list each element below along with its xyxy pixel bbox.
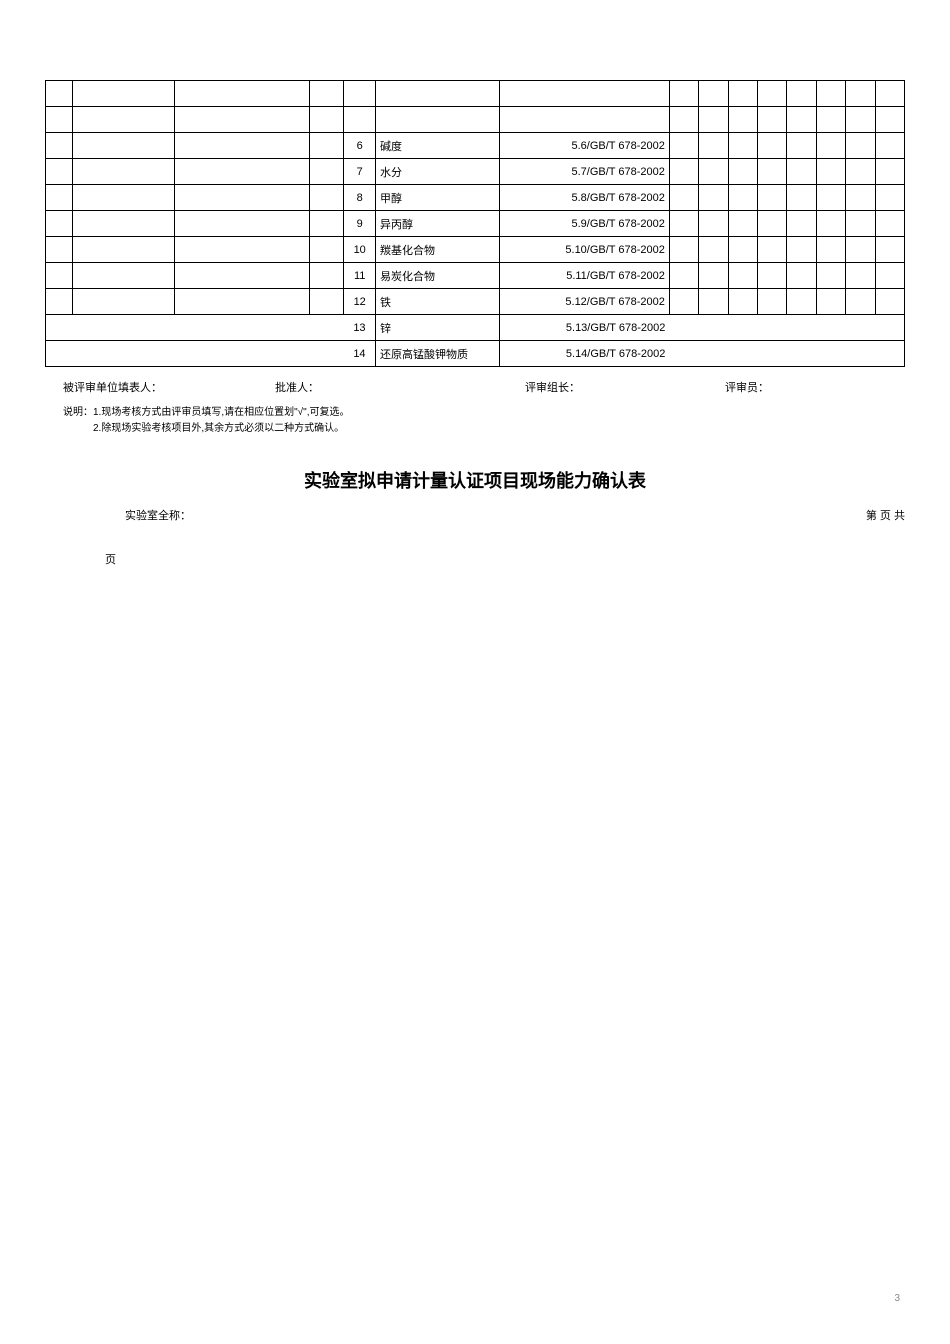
row-number: 7 xyxy=(344,159,376,185)
ye-label: 页 xyxy=(45,551,905,567)
table-row: 13锌5.13/GB/T 678-2002 xyxy=(46,315,905,341)
page-number: 3 xyxy=(894,1293,900,1304)
table-row: 10羰基化合物5.10/GB/T 678-2002 xyxy=(46,237,905,263)
sig-reviewer: 评审员： xyxy=(725,379,769,395)
row-number: 14 xyxy=(344,341,376,367)
table-row: 8甲醇5.8/GB/T 678-2002 xyxy=(46,185,905,211)
table-row: 9异丙醇5.9/GB/T 678-2002 xyxy=(46,211,905,237)
standard-ref: 5.12/GB/T 678-2002 xyxy=(500,289,670,315)
parameter-name: 锌 xyxy=(376,315,500,341)
parameter-name: 还原高锰酸钾物质 xyxy=(376,341,500,367)
page-indicator: 第 页 共 xyxy=(866,507,905,523)
sig-leader: 评审组长： xyxy=(525,379,725,395)
page-title: 实验室拟申请计量认证项目现场能力确认表 xyxy=(45,467,905,493)
parameter-name: 水分 xyxy=(376,159,500,185)
row-number: 13 xyxy=(344,315,376,341)
standard-ref: 5.10/GB/T 678-2002 xyxy=(500,237,670,263)
standard-ref: 5.6/GB/T 678-2002 xyxy=(500,133,670,159)
parameter-name: 羰基化合物 xyxy=(376,237,500,263)
standard-ref: 5.11/GB/T 678-2002 xyxy=(500,263,670,289)
row-number: 10 xyxy=(344,237,376,263)
notes-prefix: 说明： xyxy=(63,407,93,418)
table-row: 12铁5.12/GB/T 678-2002 xyxy=(46,289,905,315)
sig-filler: 被评审单位填表人： xyxy=(45,379,275,395)
notes-block: 说明：1.现场考核方式由评审员填写,请在相应位置划"√",可复选。 说明：2.除… xyxy=(45,405,905,437)
row-number: 9 xyxy=(344,211,376,237)
table-row: 7水分5.7/GB/T 678-2002 xyxy=(46,159,905,185)
parameter-name: 易炭化合物 xyxy=(376,263,500,289)
standard-ref: 5.14/GB/T 678-2002 xyxy=(500,341,670,367)
notes-line1: 1.现场考核方式由评审员填写,请在相应位置划"√",可复选。 xyxy=(93,407,349,418)
table-row xyxy=(46,107,905,133)
table-row: 11易炭化合物5.11/GB/T 678-2002 xyxy=(46,263,905,289)
parameter-name: 异丙醇 xyxy=(376,211,500,237)
notes-line2: 2.除现场实验考核项目外,其余方式必须以二种方式确认。 xyxy=(93,423,344,434)
row-number: 11 xyxy=(344,263,376,289)
parameter-name: 碱度 xyxy=(376,133,500,159)
parameter-name: 铁 xyxy=(376,289,500,315)
signature-row: 被评审单位填表人： 批准人： 评审组长： 评审员： xyxy=(45,379,905,395)
capability-table: 6碱度5.6/GB/T 678-2002 7水分5.7/GB/T 678-200… xyxy=(45,80,905,367)
standard-ref: 5.13/GB/T 678-2002 xyxy=(500,315,670,341)
row-number: 8 xyxy=(344,185,376,211)
standard-ref: 5.8/GB/T 678-2002 xyxy=(500,185,670,211)
standard-ref: 5.7/GB/T 678-2002 xyxy=(500,159,670,185)
parameter-name: 甲醇 xyxy=(376,185,500,211)
lab-name-label: 实验室全称： xyxy=(45,507,191,523)
table-row: 14还原高锰酸钾物质5.14/GB/T 678-2002 xyxy=(46,341,905,367)
sig-approver: 批准人： xyxy=(275,379,525,395)
table-row: 6碱度5.6/GB/T 678-2002 xyxy=(46,133,905,159)
table-row xyxy=(46,81,905,107)
subhead-row: 实验室全称： 第 页 共 xyxy=(45,507,905,523)
standard-ref: 5.9/GB/T 678-2002 xyxy=(500,211,670,237)
row-number: 12 xyxy=(344,289,376,315)
row-number: 6 xyxy=(344,133,376,159)
